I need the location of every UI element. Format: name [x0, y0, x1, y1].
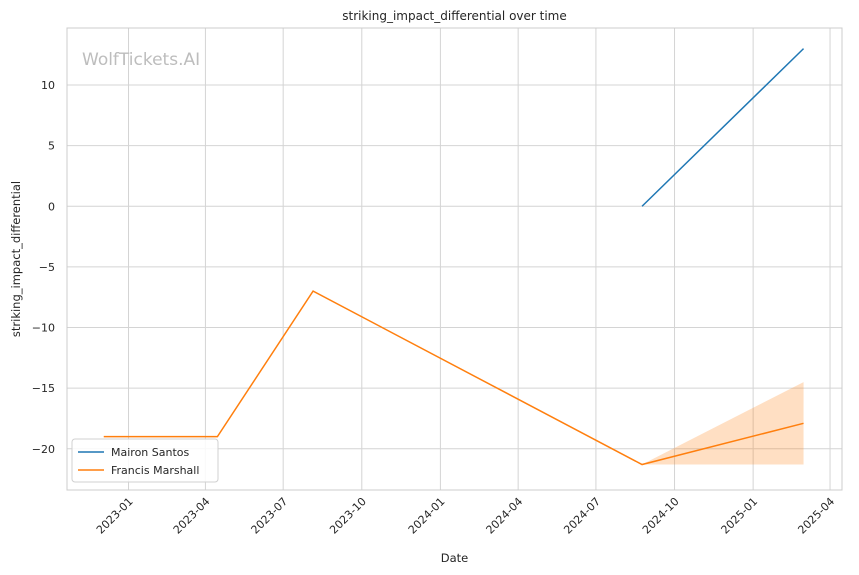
series-lines: [103, 48, 805, 466]
chart-title: striking_impact_differential over time: [342, 9, 567, 23]
y-tick-label: 10: [41, 79, 55, 92]
y-tick-label: 5: [48, 140, 55, 153]
x-tick-label: 2025-04: [795, 495, 837, 537]
plot-border: [66, 27, 843, 491]
series-line: [641, 48, 805, 207]
x-tick-label: 2024-10: [640, 495, 682, 537]
x-tick-label: 2023-07: [249, 495, 291, 537]
y-tick-label: −15: [32, 382, 55, 395]
x-tick-label: 2023-04: [171, 495, 213, 537]
x-axis-title: Date: [441, 551, 469, 565]
x-tick-label: 2024-01: [406, 495, 448, 537]
x-axis-ticks: 2023-01 2023-04 2023-07 2023-10 2024-01 2024-…: [94, 495, 837, 537]
plot-frame: [66, 27, 843, 491]
legend-label: Francis Marshall: [111, 464, 199, 477]
legend-box: [71, 438, 219, 483]
x-tick-label: 2023-01: [94, 495, 136, 537]
x-tick-label: 2024-07: [561, 495, 603, 537]
y-axis-title: striking_impact_differential: [9, 181, 23, 337]
watermark: WolfTickets.AI: [82, 50, 200, 70]
grid: [67, 28, 842, 490]
y-tick-label: 0: [48, 200, 55, 213]
confidence-band: [642, 382, 804, 465]
y-axis-ticks: 10 5 0 −5 −10 −15 −20: [32, 79, 55, 456]
series-line: [103, 290, 804, 466]
y-tick-label: −10: [32, 322, 55, 335]
legend: Mairon Santos Francis Marshall: [71, 438, 219, 483]
x-tick-label: 2025-01: [719, 495, 761, 537]
x-tick-label: 2023-10: [327, 495, 369, 537]
x-tick-label: 2024-04: [484, 495, 526, 537]
y-tick-label: −5: [39, 261, 55, 274]
legend-label: Mairon Santos: [111, 446, 190, 459]
confidence-bands: [642, 382, 804, 465]
y-tick-label: −20: [32, 443, 55, 456]
